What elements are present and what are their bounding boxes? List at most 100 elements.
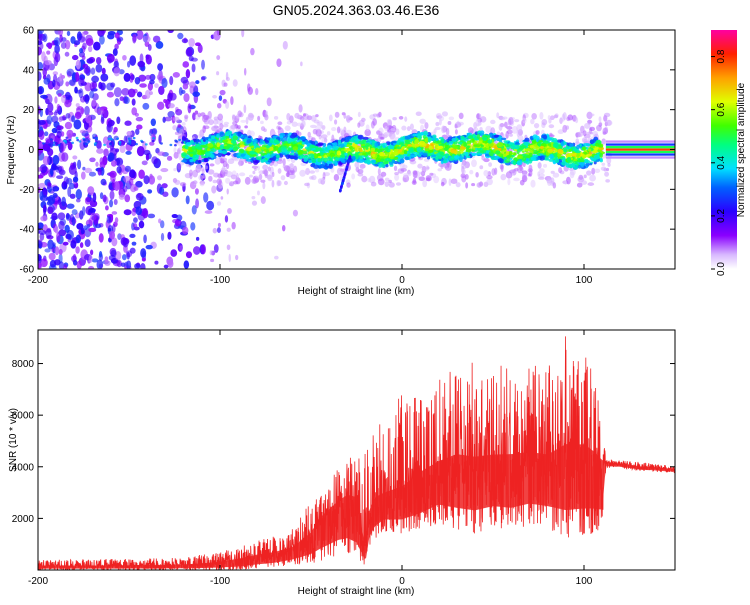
spectrogram-cell	[92, 136, 96, 140]
spectrogram-cell	[129, 233, 136, 238]
spectrogram-cell	[95, 138, 98, 141]
spectrogram-cell	[66, 129, 74, 138]
spectrogram-cell	[121, 88, 130, 96]
spectrogram-cell	[437, 168, 442, 172]
spectrogram-cell	[107, 58, 113, 64]
spectrogram-cell	[56, 103, 61, 111]
spectrogram-cell	[486, 175, 493, 180]
spectrogram-cell	[380, 148, 385, 152]
spectrogram-cell	[475, 144, 481, 148]
spectrogram-cell	[355, 166, 360, 173]
spectrogram-cell	[282, 40, 288, 50]
spectrogram-cell	[505, 171, 513, 179]
spectrogram-cell	[65, 136, 69, 139]
spectrogram-cell	[586, 131, 594, 135]
spectrogram-cell	[57, 92, 62, 98]
spectrogram-cell	[164, 116, 172, 122]
spectrogram-cell	[195, 141, 199, 144]
spectrogram-cell	[71, 54, 79, 61]
spectrogram-cell	[221, 150, 228, 155]
spectrogram-cell	[68, 138, 72, 142]
spectrogram-cell	[84, 196, 91, 205]
spectrogram-stable-line	[605, 148, 675, 151]
spectrogram-cell	[181, 38, 189, 44]
spectrogram-cell	[280, 175, 286, 181]
spectrogram-cell	[109, 170, 117, 178]
spectrogram-cell	[588, 113, 595, 117]
spectrogram-cell	[70, 240, 77, 249]
spectrogram-cell	[388, 182, 395, 188]
spectrogram-cell	[222, 139, 229, 143]
spectrogram-cell	[300, 162, 307, 167]
spectrogram-cell	[96, 108, 105, 115]
spectrogram-cell	[194, 139, 198, 143]
spectrogram-cell	[191, 146, 196, 151]
spectrogram-cell	[189, 81, 196, 89]
spectrogram-cell	[75, 89, 83, 94]
spectrogram-cell	[412, 170, 418, 175]
spectrogram-cell	[425, 175, 432, 182]
spectrogram-cell	[135, 142, 138, 146]
spectrogram-cell	[95, 223, 102, 229]
spectrogram-y-tick-label: 60	[23, 26, 35, 37]
spectrogram-cell	[601, 138, 606, 145]
spectrogram-cell	[525, 148, 531, 152]
spectrogram-cell	[589, 162, 593, 166]
spectrogram-cell	[361, 175, 368, 183]
spectrogram-cell	[181, 152, 187, 157]
spectrogram-cell	[52, 71, 59, 76]
spectrogram-cell	[88, 227, 97, 233]
spectrogram-cell	[343, 175, 346, 179]
spectrogram-cell	[418, 140, 426, 145]
spectrogram-cell	[461, 169, 466, 175]
spectrogram-cell	[487, 139, 493, 144]
spectrogram-cell	[89, 90, 95, 99]
spectrogram-cell	[456, 120, 460, 127]
spectrogram-cell	[546, 175, 552, 184]
spectrogram-cell	[168, 103, 175, 109]
spectrogram-cell	[372, 113, 378, 117]
spectrogram-cell	[231, 221, 236, 230]
spectrogram-cell	[531, 113, 537, 120]
spectrogram-cell	[203, 192, 209, 203]
spectrogram-cell	[216, 30, 221, 36]
spectrogram-cell	[303, 158, 308, 162]
spectrogram-cell	[128, 142, 132, 145]
spectrogram-cell	[55, 128, 63, 134]
spectrogram-cell	[443, 153, 449, 157]
spectrogram-cell	[247, 86, 253, 95]
spectrogram-cell	[542, 163, 548, 168]
spectrogram-cell	[138, 220, 145, 229]
spectrogram-cell	[173, 167, 177, 172]
spectrogram-cell	[204, 165, 208, 170]
spectrogram-cell	[589, 174, 596, 182]
spectrogram-cell	[333, 142, 338, 146]
spectrogram-cell	[224, 215, 229, 223]
spectrogram-cell	[226, 227, 231, 232]
spectrogram-cell	[85, 114, 92, 124]
spectrogram-cell	[258, 173, 263, 181]
spectrogram-cell	[262, 169, 268, 175]
spectrogram-cell	[390, 127, 396, 132]
spectrogram-y-tick-label: -20	[20, 185, 35, 196]
spectrogram-cell	[61, 94, 67, 104]
spectrogram-cell	[417, 163, 423, 169]
spectrogram-cell	[384, 181, 390, 187]
spectrogram-cell	[320, 177, 326, 184]
spectrogram-cell	[113, 87, 122, 98]
spectrogram-cell	[151, 156, 158, 165]
spectrogram-cell	[54, 225, 59, 234]
spectrogram-cell	[249, 130, 255, 137]
spectrogram-cell	[126, 60, 131, 68]
spectrogram-cell	[57, 212, 66, 220]
spectrogram-cell	[178, 87, 183, 96]
spectrogram-cell	[87, 265, 95, 269]
spectrogram-cell	[404, 116, 408, 122]
spectrogram-cell	[177, 124, 182, 128]
spectrogram-cell	[132, 136, 136, 140]
spectrogram-cell	[145, 153, 150, 161]
spectrogram-cell	[40, 215, 48, 222]
spectrogram-cell	[576, 153, 580, 158]
spectrogram-cell	[120, 262, 126, 267]
spectrogram-cell	[589, 126, 596, 132]
